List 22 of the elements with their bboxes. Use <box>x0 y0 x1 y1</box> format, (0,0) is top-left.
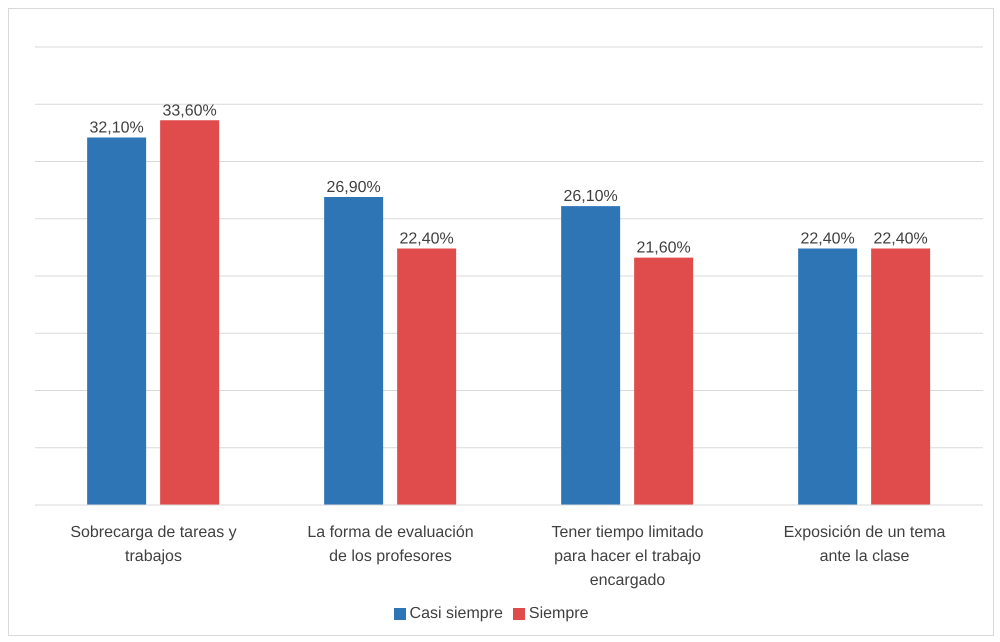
data-label: 26,90% <box>326 178 381 196</box>
bar <box>397 248 456 505</box>
x-tick-label: La forma de evaluación de los profesores <box>307 524 474 565</box>
x-tick-label: Sobrecarga de tareas y trabajos <box>70 524 237 565</box>
data-label: 32,10% <box>90 119 144 136</box>
bar <box>561 206 620 505</box>
bar <box>87 137 146 505</box>
x-tick-label: Tener tiempo limitado para hacer el trabajo encargado <box>551 524 704 589</box>
legend-label: Siempre <box>528 605 588 622</box>
data-label: 26,10% <box>564 188 618 206</box>
bar <box>634 258 694 505</box>
bar <box>798 248 858 505</box>
bar <box>871 248 930 505</box>
legend-label: Casi siempre <box>410 605 503 622</box>
x-tick-label: Exposición de un tema ante la clase <box>784 524 946 565</box>
bar <box>324 196 384 505</box>
data-label: 22,40% <box>800 230 855 248</box>
data-label: 22,40% <box>874 230 928 248</box>
data-label: 33,60% <box>162 102 217 120</box>
data-label: 22,40% <box>400 230 454 248</box>
bar <box>160 120 220 505</box>
data-label: 21,60% <box>636 240 691 257</box>
